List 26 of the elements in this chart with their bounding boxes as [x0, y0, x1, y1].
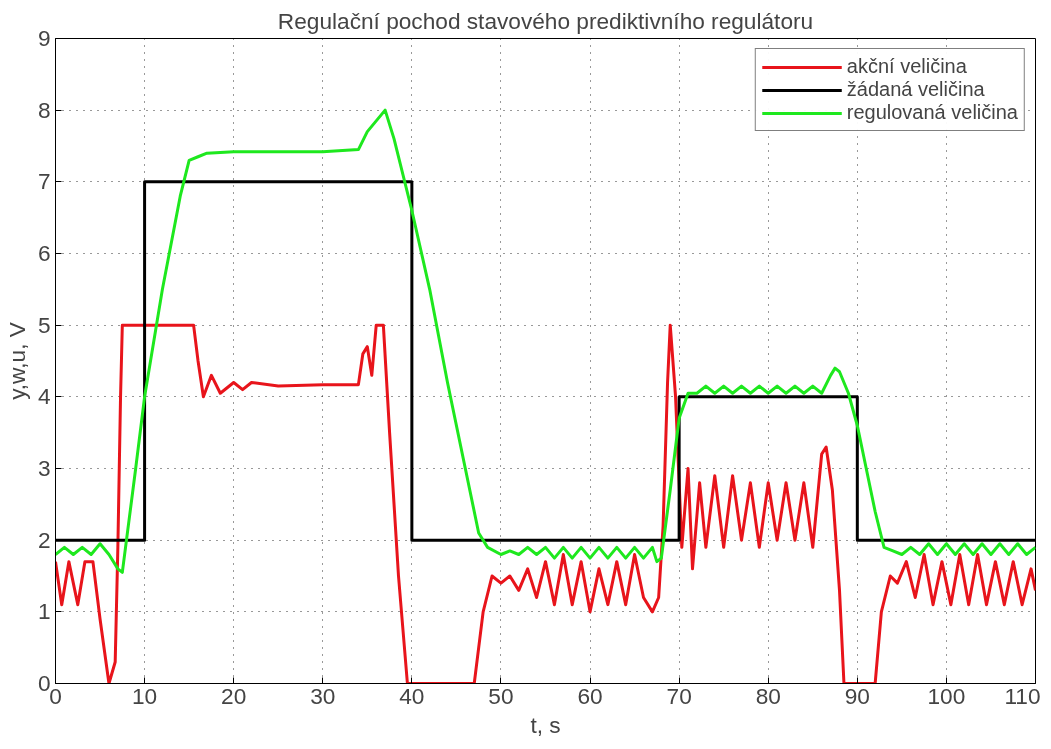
- y-tick-label: 4: [37, 383, 51, 410]
- legend-label: žádaná veličina: [846, 78, 985, 101]
- x-tick-label: 50: [488, 682, 514, 709]
- x-tick-label: 40: [399, 682, 425, 709]
- y-tick-label: 2: [37, 526, 51, 553]
- y-tick-label: 5: [37, 311, 51, 338]
- x-tick-label: 60: [577, 682, 603, 709]
- legend-label: akční veličina: [846, 55, 967, 78]
- x-tick-label: 80: [755, 682, 781, 709]
- y-tick-label: 1: [37, 598, 51, 625]
- chart-title: Regulační pochod stavového prediktivního regulátoru: [277, 7, 814, 34]
- x-tick-label: 70: [666, 682, 692, 709]
- y-tick-label: 6: [37, 240, 51, 266]
- x-tick-label: 90: [844, 682, 870, 709]
- x-tick-label: 10: [131, 682, 158, 709]
- y-tick-label: 8: [37, 96, 51, 123]
- legend-label: regulovaná veličina: [846, 101, 1018, 124]
- y-axis-title: y,w,u, V: [3, 321, 30, 400]
- y-tick-label: 9: [37, 25, 51, 51]
- x-tick-label: 100: [927, 682, 966, 709]
- y-tick-label: 7: [37, 168, 51, 195]
- y-tick-label: 3: [37, 455, 51, 481]
- x-tick-label: 30: [310, 682, 336, 709]
- x-tick-label: 110: [1004, 682, 1041, 709]
- x-tick-label: 20: [221, 682, 247, 709]
- x-axis-title: t, s: [530, 711, 561, 738]
